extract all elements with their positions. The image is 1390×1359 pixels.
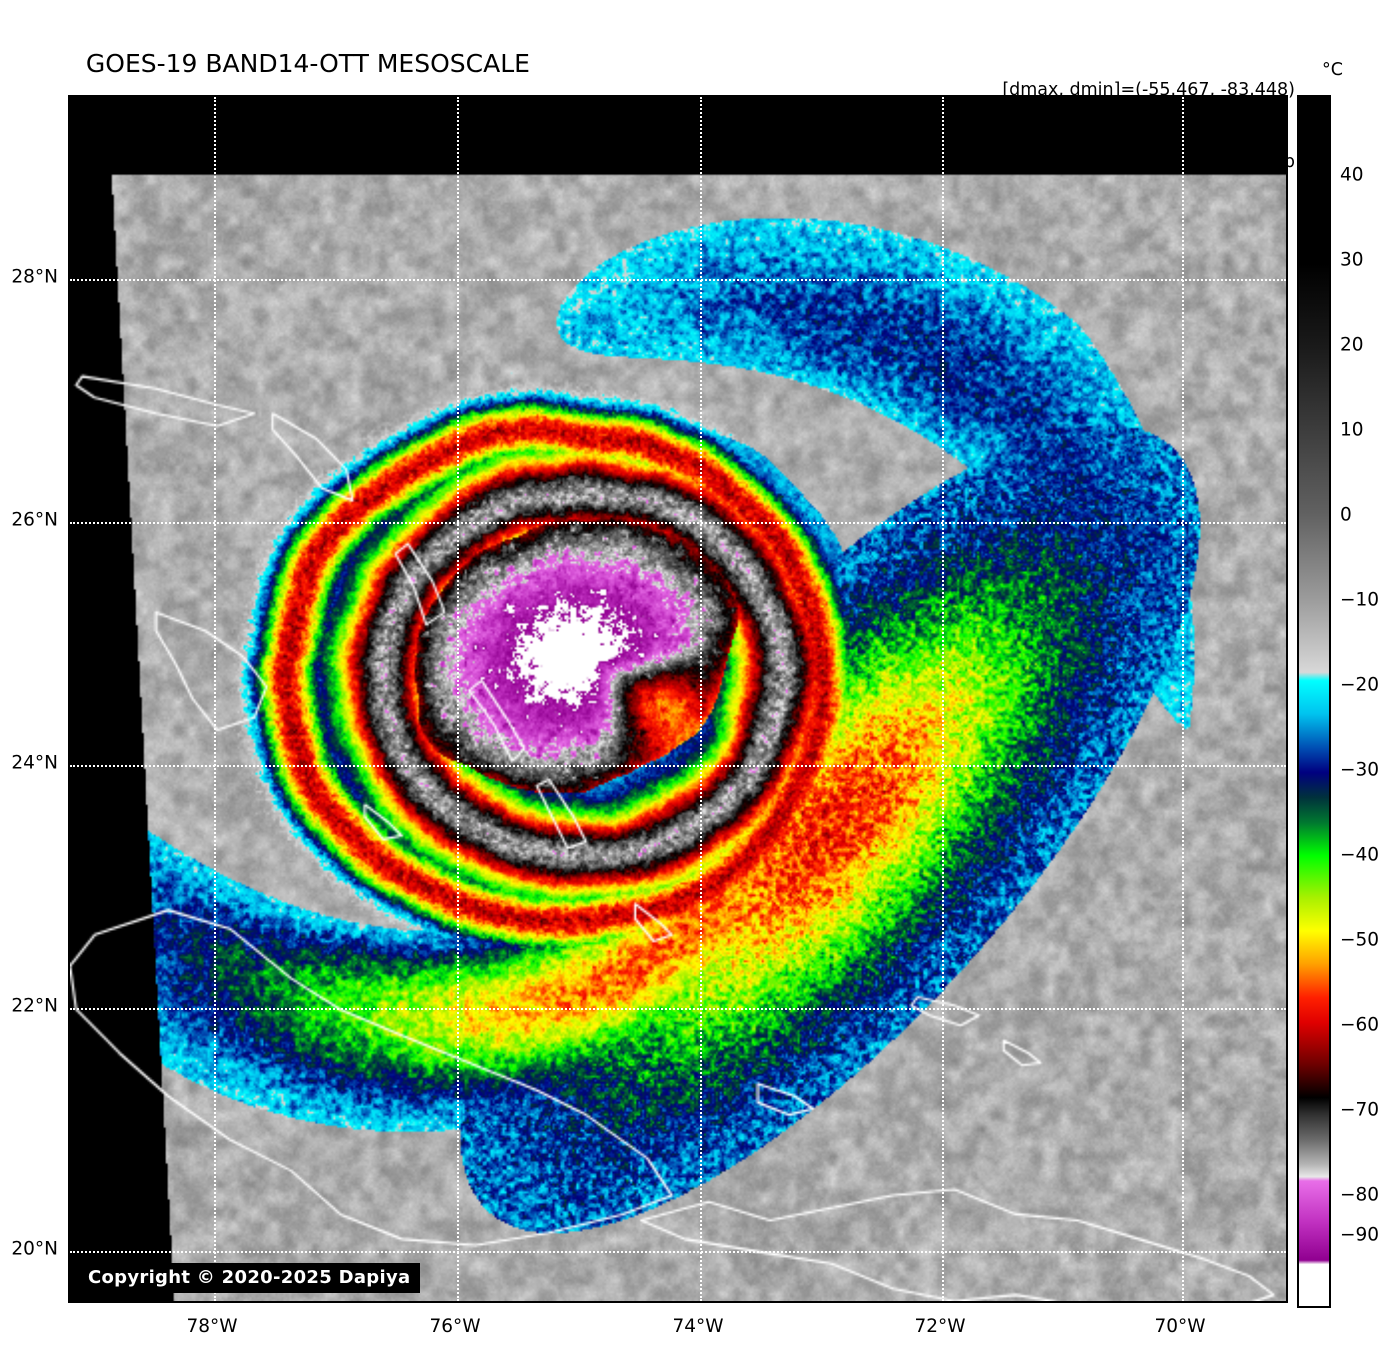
colorbar-tick-label: −80 [1340,1184,1380,1206]
longitude-tick-label: 72°W [914,1316,966,1337]
longitude-tick-label: 74°W [672,1316,724,1337]
colorbar-unit-label: °C [1322,60,1343,80]
colorbar-tick-label: 40 [1340,164,1364,186]
latitude-tick-label: 22°N [11,995,58,1017]
colorbar-tick-label: 10 [1340,419,1364,441]
colorbar-tick-label: 30 [1340,249,1364,271]
colorbar-gradient [1299,97,1329,1306]
colorbar-tick-label: 0 [1340,504,1352,526]
longitude-tick-label: 78°W [186,1316,238,1337]
longitude-tick-label: 70°W [1154,1316,1206,1337]
colorbar-tick-label: −60 [1340,1014,1380,1036]
latitude-tick-label: 28°N [11,266,58,288]
satellite-title: GOES-19 BAND14-OTT MESOSCALE [85,49,530,78]
latitude-tick-label: 26°N [11,509,58,531]
colorbar-tick-label: −30 [1340,759,1380,781]
colorbar-tick-label: 20 [1340,334,1364,356]
colorbar-tick-label: −20 [1340,674,1380,696]
colorbar-tick-label: −10 [1340,589,1380,611]
satellite-image [70,97,1286,1301]
colorbar[interactable] [1297,95,1331,1308]
colorbar-tick-label: −50 [1340,929,1380,951]
latitude-tick-label: 20°N [11,1238,58,1260]
latitude-tick-label: 24°N [11,752,58,774]
copyright-badge: Copyright © 2020-2025 Dapiya [78,1263,421,1293]
colorbar-tick-label: −40 [1340,844,1380,866]
satellite-map[interactable]: Copyright © 2020-2025 Dapiya [68,95,1288,1303]
colorbar-tick-label: −90 [1340,1224,1380,1246]
longitude-tick-label: 76°W [429,1316,481,1337]
colorbar-tick-label: −70 [1340,1099,1380,1121]
